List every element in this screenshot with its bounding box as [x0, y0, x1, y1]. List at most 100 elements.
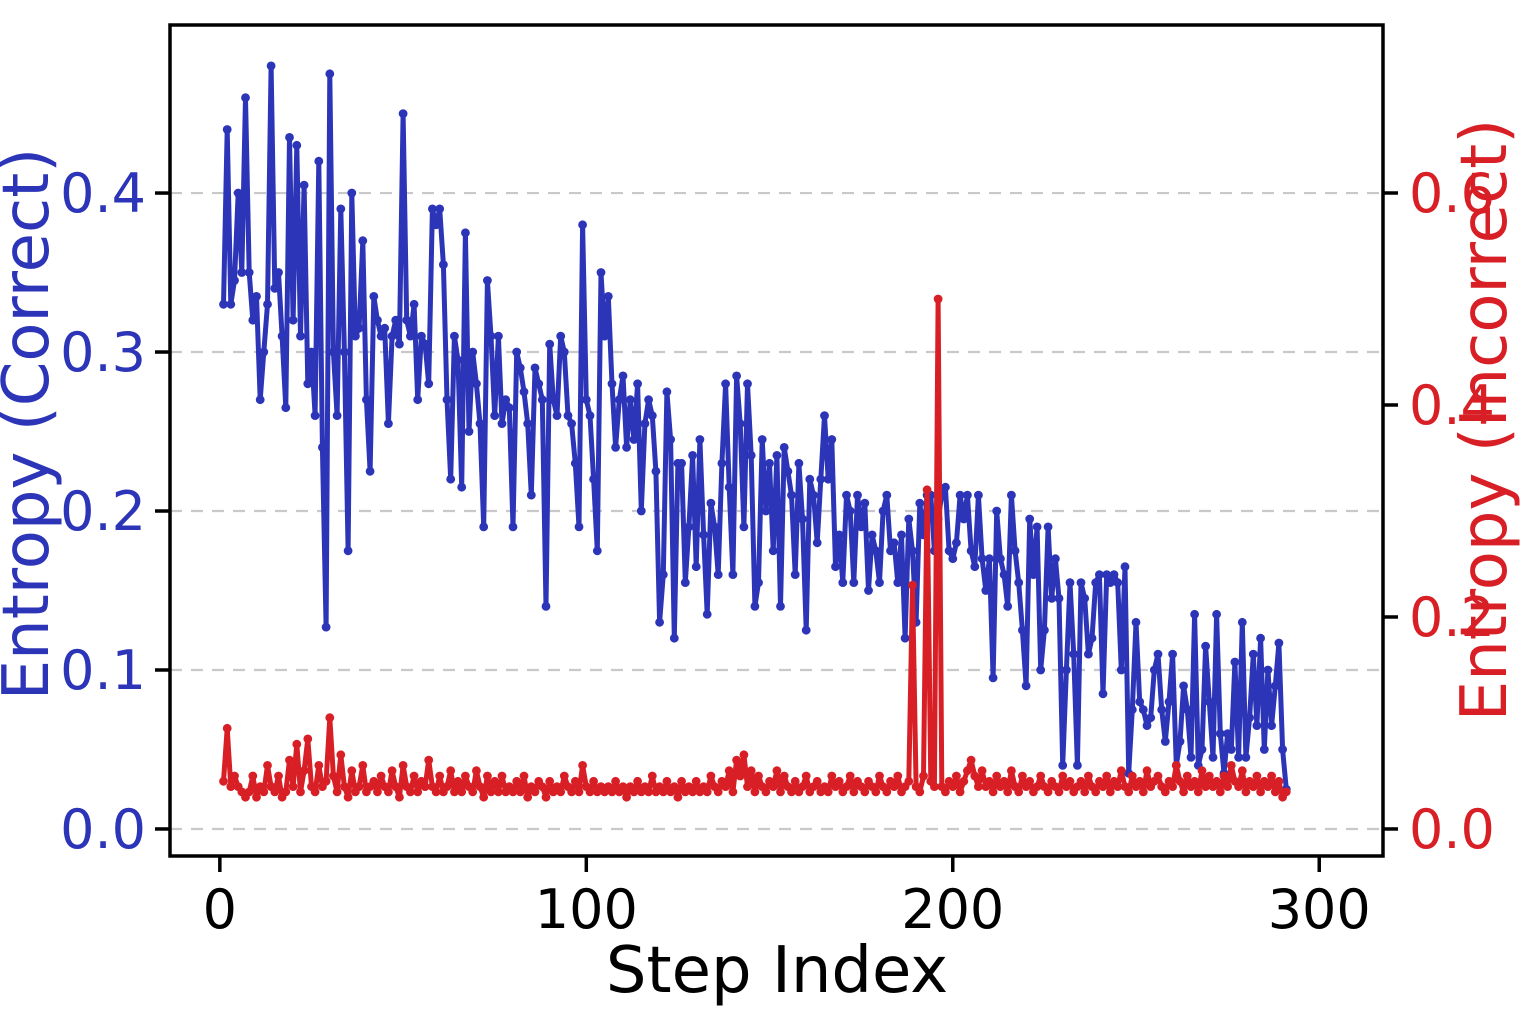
- data-point: [1025, 776, 1035, 786]
- data-point: [464, 427, 474, 436]
- data-point: [1190, 609, 1199, 619]
- data-point: [1241, 787, 1251, 797]
- data-point: [688, 787, 697, 797]
- data-point: [1252, 771, 1262, 781]
- data-point: [1190, 776, 1199, 786]
- data-point: [1204, 697, 1214, 707]
- data-point: [281, 403, 291, 413]
- data-point: [647, 771, 657, 781]
- x-tick-label: 100: [535, 878, 638, 941]
- data-point: [332, 787, 342, 797]
- data-point: [988, 787, 998, 797]
- data-point: [618, 782, 628, 791]
- data-point: [1182, 705, 1192, 715]
- data-point: [1248, 782, 1258, 791]
- left-tick-label: 0.2: [60, 480, 146, 543]
- data-point: [252, 792, 261, 802]
- data-point: [1127, 705, 1137, 715]
- data-point: [362, 395, 371, 405]
- data-point: [1065, 578, 1075, 587]
- data-point: [475, 782, 485, 791]
- data-point: [226, 299, 236, 309]
- data-point: [607, 787, 617, 797]
- data-point: [695, 435, 705, 444]
- data-point: [541, 602, 551, 611]
- data-point: [706, 771, 716, 781]
- data-point: [508, 787, 518, 797]
- data-point: [977, 766, 987, 776]
- data-point: [647, 411, 657, 420]
- data-point: [504, 403, 514, 413]
- data-point: [292, 140, 302, 150]
- data-point: [270, 284, 280, 293]
- data-point: [578, 761, 587, 770]
- data-point: [288, 782, 298, 791]
- data-point: [340, 782, 349, 791]
- data-point: [1193, 787, 1203, 797]
- data-point: [644, 787, 653, 797]
- data-point: [1142, 766, 1152, 776]
- data-point: [746, 766, 756, 776]
- data-point: [1127, 771, 1137, 781]
- data-point: [1197, 766, 1207, 776]
- data-point: [1135, 697, 1145, 707]
- data-point: [347, 188, 357, 198]
- data-point: [1142, 721, 1152, 730]
- data-point: [501, 395, 511, 405]
- data-point: [691, 776, 701, 786]
- data-point: [376, 331, 386, 341]
- data-point: [585, 411, 595, 420]
- data-point: [534, 379, 544, 389]
- data-point: [490, 411, 500, 420]
- data-point: [1157, 705, 1167, 715]
- data-point: [395, 792, 404, 802]
- data-point: [691, 562, 701, 572]
- data-point: [677, 776, 686, 786]
- data-point: [633, 776, 642, 786]
- data-point: [277, 331, 287, 341]
- data-point: [288, 315, 298, 325]
- data-point: [669, 782, 679, 791]
- data-point: [1226, 745, 1236, 754]
- data-point: [721, 782, 730, 791]
- data-point: [735, 771, 745, 781]
- data-point: [230, 771, 239, 781]
- left-tick-label: 0.0: [60, 798, 146, 861]
- data-point: [900, 633, 910, 643]
- data-point: [461, 228, 470, 238]
- data-point: [952, 538, 961, 548]
- data-point: [838, 578, 848, 587]
- data-point: [574, 522, 584, 532]
- data-point: [878, 506, 888, 516]
- data-point: [589, 776, 598, 786]
- data-point: [798, 514, 807, 524]
- data-point: [1054, 594, 1064, 603]
- data-point: [611, 443, 620, 452]
- data-point: [358, 761, 368, 770]
- data-point: [1102, 771, 1112, 781]
- data-point: [941, 482, 950, 492]
- data-point: [1032, 522, 1042, 532]
- data-point: [893, 771, 903, 781]
- data-point: [1021, 681, 1031, 691]
- data-point: [453, 355, 463, 365]
- data-point: [292, 739, 302, 749]
- left-axis-label: Entropy (Correct): [0, 148, 64, 701]
- data-point: [1223, 782, 1232, 791]
- data-point: [296, 787, 305, 797]
- data-point: [849, 787, 859, 797]
- data-point: [226, 782, 236, 791]
- data-point: [860, 498, 870, 508]
- data-point: [959, 776, 969, 786]
- data-point: [834, 530, 844, 540]
- data-point: [343, 546, 353, 556]
- data-point: [944, 546, 954, 556]
- data-point: [1113, 578, 1123, 587]
- data-point: [479, 792, 489, 802]
- data-point: [442, 782, 452, 791]
- tick-marks: [155, 191, 1398, 872]
- data-point: [680, 578, 690, 587]
- data-point: [1230, 657, 1240, 667]
- data-point: [1164, 697, 1174, 707]
